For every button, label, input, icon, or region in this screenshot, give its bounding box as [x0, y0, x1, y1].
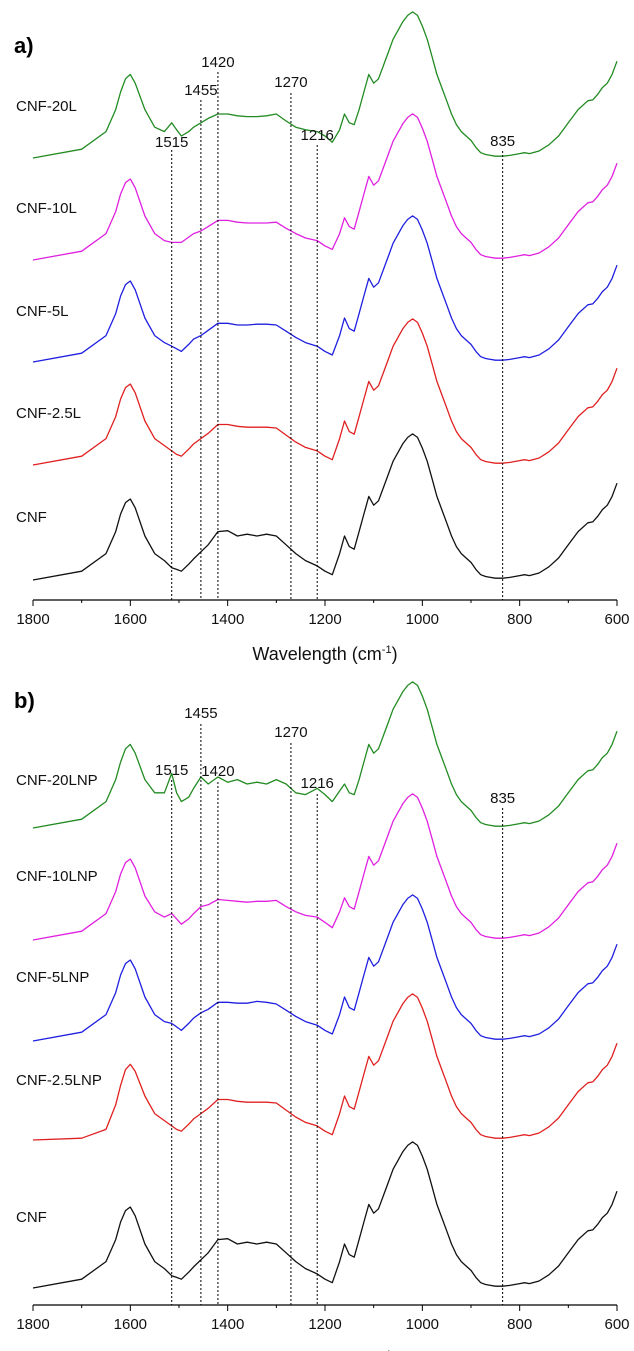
x-tick-label: 1800	[16, 611, 49, 628]
x-tick-label: 1600	[114, 1316, 147, 1333]
x-tick-label: 1400	[211, 1316, 244, 1333]
x-tick-label: 600	[604, 611, 629, 628]
annotation-label: 1216	[301, 775, 334, 792]
annotation-label: 1270	[274, 724, 307, 741]
series-label: CNF-2.5L	[16, 405, 81, 422]
series-label: CNF-5L	[16, 303, 69, 320]
series-label: CNF-20LNP	[16, 772, 98, 789]
panel-b: b) CNF-20LNP CNF-10LNP CNF-5LNP CNF-2.5LNP CN…	[14, 681, 630, 1351]
x-tick-label: 1400	[211, 611, 244, 628]
series-line	[32, 681, 618, 829]
annotation-label: 835	[490, 133, 515, 150]
series-label: CNF	[16, 1209, 47, 1226]
panel-title: a)	[14, 33, 34, 58]
series-line	[32, 894, 618, 1042]
series-line	[32, 11, 618, 159]
series-label: CNF-5LNP	[16, 969, 89, 986]
annotation-label: 1216	[301, 127, 334, 144]
annotation-label: 1455	[184, 705, 217, 722]
series-line	[32, 993, 618, 1141]
x-tick-label: 800	[507, 611, 532, 628]
series-label: CNF-20L	[16, 98, 77, 115]
x-tick-label: 1800	[16, 1316, 49, 1333]
panel-a: a) CNF-20L CNF-10L CNF-5L CNF-2.5L CNF 1515 145…	[14, 11, 630, 664]
x-tick-label: 1000	[406, 611, 439, 628]
series-line	[32, 793, 618, 941]
series-label: CNF	[16, 509, 47, 526]
x-tick-label: 600	[604, 1316, 629, 1333]
x-tick-label: 800	[507, 1316, 532, 1333]
series-line	[32, 215, 618, 363]
annotation-label: 1420	[201, 54, 234, 71]
x-tick-label: 1200	[308, 1316, 341, 1333]
x-tick-label: 1600	[114, 611, 147, 628]
series-line	[32, 318, 618, 466]
x-tick-label: 1200	[308, 611, 341, 628]
series-label: CNF-10L	[16, 200, 77, 217]
annotation-label: 1515	[155, 762, 188, 779]
series-label: CNF-10LNP	[16, 868, 98, 885]
annotation-label: 1270	[274, 74, 307, 91]
x-tick-label: 1000	[406, 1316, 439, 1333]
x-axis-label: Wavelength (cm-1)	[252, 1349, 397, 1351]
annotation-label: 1455	[184, 82, 217, 99]
series-line	[32, 113, 618, 261]
annotation-label: 1420	[201, 763, 234, 780]
annotation-label: 1515	[155, 134, 188, 151]
series-line	[32, 1141, 618, 1289]
series-line	[32, 433, 618, 581]
series-label: CNF-2.5LNP	[16, 1072, 102, 1089]
annotation-label: 835	[490, 790, 515, 807]
x-axis-label: Wavelength (cm-1)	[252, 644, 397, 664]
panel-title: b)	[14, 688, 35, 713]
